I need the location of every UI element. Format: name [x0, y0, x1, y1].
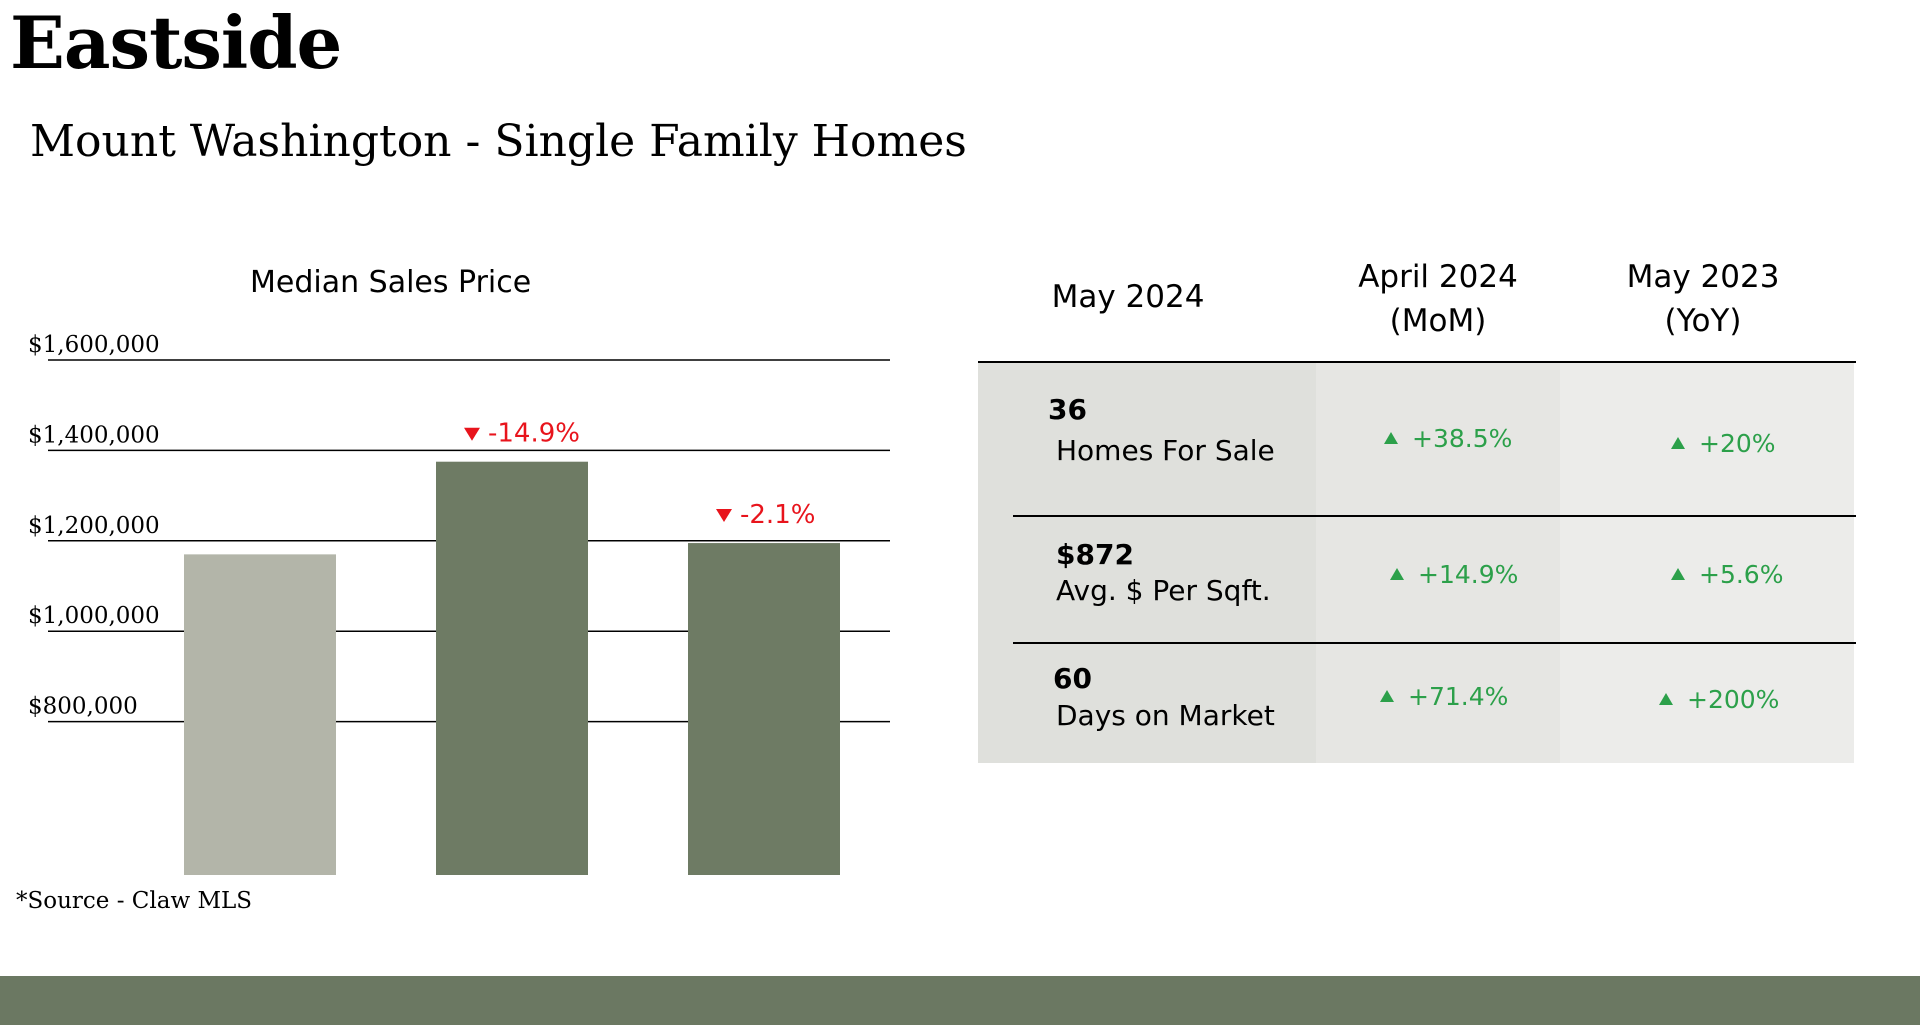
- source-note: *Source - Claw MLS: [16, 888, 253, 914]
- days-on-market-yoy-text: +200%: [1687, 685, 1780, 714]
- down-triangle-icon: [464, 427, 480, 441]
- y-tick-label: $1,400,000: [28, 422, 160, 448]
- header-yoy-line1: May 2023: [1626, 259, 1780, 295]
- median-price-chart: $800,000 $1,000,000 $1,200,000 $1,400,000 $1…: [28, 332, 890, 875]
- homes-for-sale-mom: +38.5%: [1384, 422, 1512, 456]
- days-on-market-yoy: +200%: [1659, 683, 1779, 717]
- header-mom: April 2024 (MoM): [1316, 255, 1560, 343]
- change-label: -2.1%: [740, 500, 815, 530]
- homes-for-sale-value: 36: [1048, 393, 1087, 426]
- price-per-sqft-mom: +14.9%: [1390, 558, 1518, 592]
- header-yoy-line2: (YoY): [1664, 303, 1742, 339]
- header-yoy: May 2023 (YoY): [1578, 255, 1828, 343]
- col-mom-bg: [1316, 362, 1560, 763]
- row-divider-2: [1013, 642, 1856, 644]
- days-on-market-mom: +71.4%: [1380, 680, 1508, 714]
- up-triangle-icon: [1384, 432, 1398, 444]
- header-mom-line2: (MoM): [1389, 303, 1487, 339]
- header-current-line1: May 2024: [1051, 279, 1205, 315]
- up-triangle-icon: [1671, 437, 1685, 449]
- price-per-sqft-value: $872: [1056, 538, 1134, 571]
- y-tick-label: $1,200,000: [28, 513, 160, 539]
- up-triangle-icon: [1390, 568, 1404, 580]
- homes-for-sale-yoy: +20%: [1671, 427, 1776, 461]
- header-current: May 2024: [1018, 275, 1238, 319]
- footer-band: [0, 976, 1920, 1025]
- days-on-market-mom-text: +71.4%: [1408, 682, 1509, 711]
- header-mom-line1: April 2024: [1358, 259, 1518, 295]
- metrics-table: May 2024 April 2024 (MoM) May 2023 (YoY)…: [978, 255, 1856, 765]
- price-per-sqft-yoy: +5.6%: [1671, 558, 1783, 592]
- price-per-sqft-mom-text: +14.9%: [1418, 560, 1519, 589]
- header-divider: [978, 361, 1856, 363]
- up-triangle-icon: [1671, 568, 1685, 580]
- bar-1: [184, 554, 336, 875]
- bar-3: [688, 543, 840, 875]
- days-on-market-value: 60: [1053, 662, 1092, 695]
- y-tick-label: $1,000,000: [28, 603, 160, 629]
- down-triangle-icon: [716, 509, 732, 523]
- price-per-sqft-yoy-text: +5.6%: [1699, 560, 1784, 589]
- col-yoy-bg: [1560, 362, 1854, 763]
- homes-for-sale-mom-text: +38.5%: [1412, 424, 1513, 453]
- up-triangle-icon: [1380, 690, 1394, 702]
- y-tick-label: $1,600,000: [28, 332, 160, 358]
- row-divider-1: [1013, 515, 1856, 517]
- homes-for-sale-label: Homes For Sale: [1056, 434, 1275, 467]
- up-triangle-icon: [1659, 693, 1673, 705]
- days-on-market-label: Days on Market: [1056, 699, 1275, 732]
- region-title: Eastside: [10, 0, 342, 85]
- page-subtitle: Mount Washington - Single Family Homes: [30, 116, 967, 167]
- y-tick-label: $800,000: [28, 694, 138, 720]
- price-per-sqft-label: Avg. $ Per Sqft.: [1056, 574, 1271, 607]
- chart-title: Median Sales Price: [250, 265, 532, 300]
- homes-for-sale-yoy-text: +20%: [1699, 429, 1776, 458]
- col-current-bg: [978, 362, 1316, 763]
- change-label: -14.9%: [488, 419, 580, 449]
- bar-2: [436, 461, 588, 875]
